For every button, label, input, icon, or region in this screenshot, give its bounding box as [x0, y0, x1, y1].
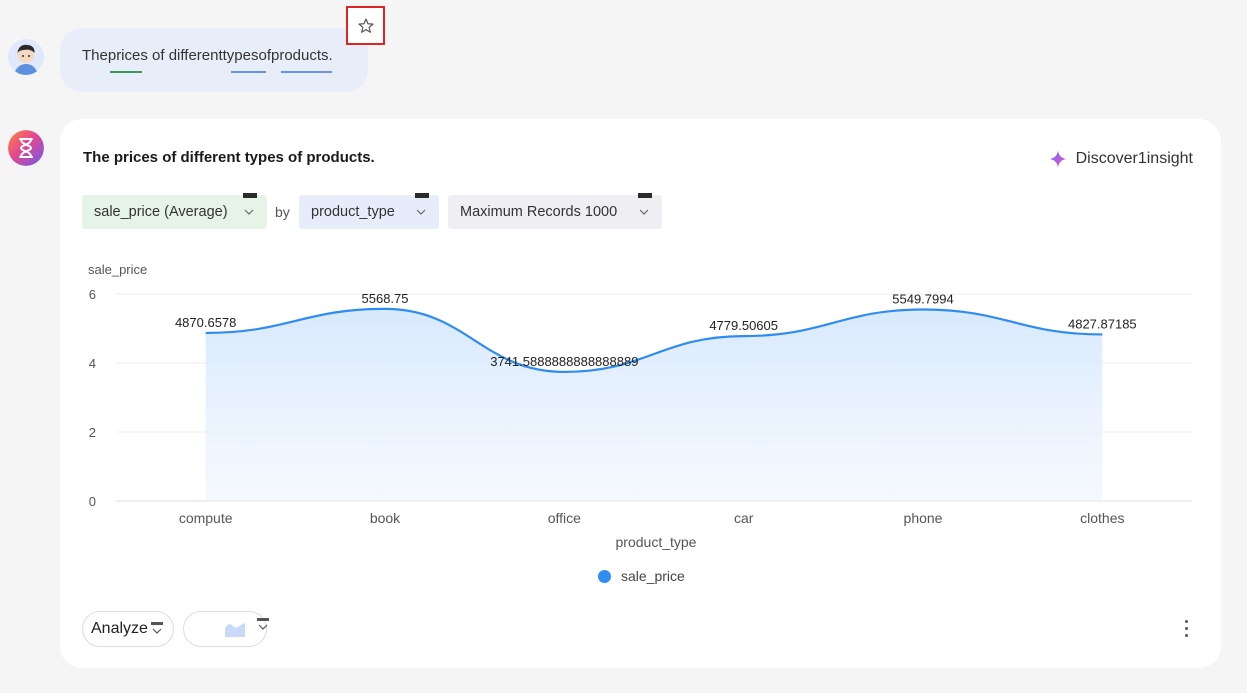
chevron-down-icon — [416, 209, 426, 215]
x-tick-label: compute — [179, 510, 233, 526]
discover-insight-button[interactable]: Discover1insight — [1048, 149, 1193, 169]
max-records-select-value: Maximum Records 1000 — [460, 204, 618, 220]
discover-insight-label: Discover1insight — [1075, 150, 1193, 167]
data-label: 5568.75 — [362, 291, 409, 306]
y-axis-label: sale_price — [88, 262, 147, 277]
y-tick-label: 2 — [89, 425, 96, 440]
analyze-button[interactable]: Analyze — [82, 611, 174, 647]
area-chart-icon — [225, 623, 245, 637]
analyze-label: Analyze — [91, 620, 148, 637]
sparkle-icon — [1049, 150, 1066, 168]
x-tick-label: phone — [904, 510, 943, 526]
measure-select[interactable]: sale_price (Average) — [82, 193, 267, 229]
x-tick-label: book — [370, 510, 401, 526]
x-tick-label: clothes — [1080, 510, 1124, 526]
y-tick-label: 6 — [89, 287, 96, 302]
dimension-select-marker — [415, 193, 429, 198]
user-message-text: Theprices of differenttypesofproducts. — [82, 47, 333, 64]
data-label: 5549.7994 — [892, 292, 953, 307]
chart-legend[interactable]: sale_price — [598, 568, 685, 584]
keyword-underline-types — [231, 71, 266, 73]
max-records-select-marker — [638, 193, 652, 198]
assistant-avatar — [8, 130, 44, 166]
area-chart: 0 2 4 6 4870.6578 5568.75 3741.58888888888888… — [88, 262, 1192, 550]
chevron-down-icon — [257, 618, 269, 630]
x-axis-label: product_type — [616, 534, 697, 550]
legend-swatch — [598, 569, 611, 583]
user-message-bubble: Theprices of differenttypesofproducts. — [60, 28, 368, 92]
chevron-down-icon — [150, 622, 163, 634]
measure-select-value: sale_price (Average) — [94, 204, 228, 220]
data-label: 4779.50605 — [709, 318, 778, 333]
data-label: 4827.87185 — [1068, 316, 1137, 331]
measure-select-marker — [243, 193, 257, 198]
chevron-down-icon — [244, 209, 254, 215]
card-title: The prices of different types of product… — [83, 149, 375, 166]
y-tick-label: 0 — [89, 494, 96, 509]
x-tick-label: office — [548, 510, 581, 526]
y-tick-label: 4 — [89, 356, 96, 371]
data-label: 3741.5888888888888889 — [490, 354, 638, 369]
chart-card: The prices of different types of product… — [60, 119, 1221, 668]
area-fill — [205, 308, 1103, 501]
dimension-select[interactable]: product_type — [299, 193, 439, 229]
by-label: by — [275, 204, 290, 220]
legend-label: sale_price — [621, 568, 685, 584]
favorite-button[interactable] — [346, 6, 385, 45]
more-vertical-icon[interactable] — [1178, 615, 1194, 641]
dimension-select-value: product_type — [311, 204, 395, 220]
star-icon — [357, 18, 374, 33]
data-label: 4870.6578 — [175, 315, 236, 330]
series-line — [205, 307, 1103, 374]
chart-type-button[interactable] — [183, 611, 269, 647]
max-records-select[interactable]: Maximum Records 1000 — [448, 193, 662, 229]
keyword-underline-prices — [110, 71, 142, 73]
keyword-underline-products — [281, 71, 332, 73]
x-tick-label: car — [734, 510, 754, 526]
chevron-down-icon — [639, 209, 649, 215]
user-avatar — [8, 39, 44, 75]
